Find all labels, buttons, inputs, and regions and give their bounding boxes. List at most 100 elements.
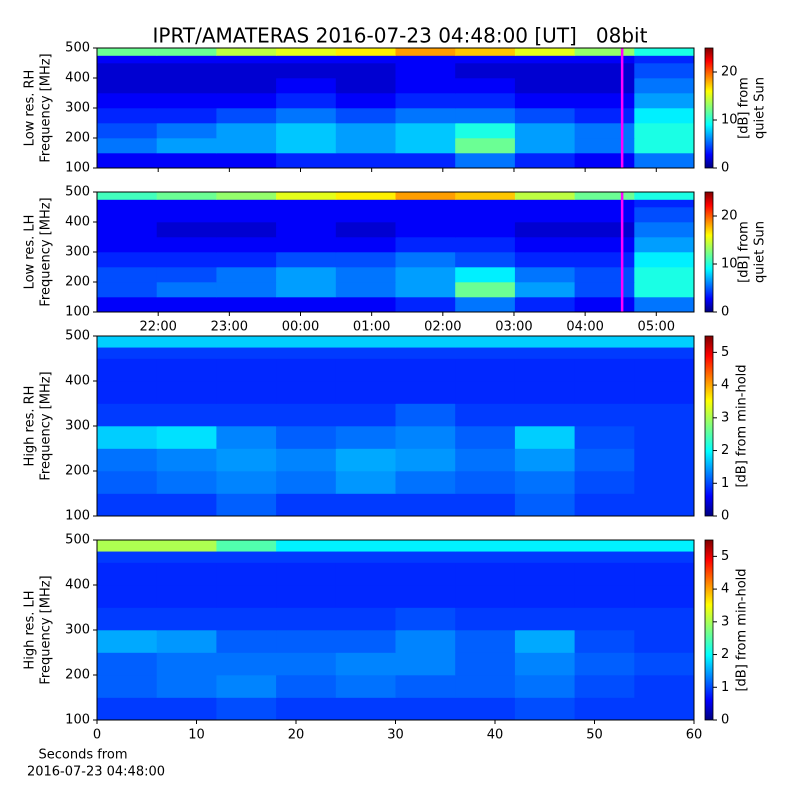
heatmap-cell bbox=[335, 347, 396, 359]
y-axis-label: High res. LH bbox=[23, 590, 38, 669]
heatmap-cell bbox=[97, 78, 158, 94]
y-tick-label: 100 bbox=[65, 161, 90, 176]
heatmap-cell bbox=[574, 153, 635, 169]
heatmap-cell bbox=[455, 471, 516, 494]
y-axis-label: Frequency [MHz] bbox=[39, 53, 54, 162]
heatmap-cell bbox=[97, 222, 158, 238]
heatmap-cell bbox=[395, 237, 456, 253]
heatmap-cell bbox=[634, 426, 695, 449]
heatmap-cell bbox=[634, 585, 695, 608]
heatmap-cell bbox=[97, 403, 158, 427]
heatmap-cell bbox=[455, 607, 516, 631]
heatmap-cell bbox=[395, 540, 456, 552]
heatmap-cell bbox=[514, 207, 576, 223]
heatmap-cell bbox=[634, 381, 695, 404]
heatmap-cell bbox=[276, 108, 337, 124]
heatmap-cell bbox=[216, 48, 277, 56]
heatmap-cell bbox=[395, 199, 456, 208]
heatmap-cell bbox=[395, 336, 456, 348]
heatmap-cell bbox=[514, 381, 576, 404]
heatmap-cell bbox=[395, 403, 456, 427]
heatmap-cell bbox=[455, 347, 516, 359]
heatmap-cell bbox=[335, 207, 396, 223]
heatmap-cell bbox=[97, 153, 158, 169]
heatmap-cell bbox=[514, 78, 576, 94]
heatmap-cell bbox=[156, 493, 217, 517]
heatmap-cell bbox=[455, 123, 516, 139]
heatmap-cell bbox=[395, 426, 456, 449]
heatmap-cell bbox=[216, 138, 277, 154]
x-tick-label: 50 bbox=[586, 728, 603, 743]
heatmap-cell bbox=[574, 448, 635, 472]
colorbar-tick-label: 4 bbox=[721, 582, 729, 597]
heatmap-cell bbox=[634, 607, 695, 631]
heatmap-cell bbox=[335, 675, 396, 698]
colorbar-tick-label: 20 bbox=[721, 209, 738, 224]
heatmap-cell bbox=[97, 55, 158, 64]
heatmap-cell bbox=[455, 93, 516, 109]
heatmap-cell bbox=[156, 652, 217, 676]
heatmap-cell bbox=[97, 697, 158, 721]
heatmap-cell bbox=[455, 297, 516, 313]
heatmap-cell bbox=[156, 55, 217, 64]
heatmap-cell bbox=[276, 551, 337, 563]
heatmap-cell bbox=[514, 138, 576, 154]
heatmap-cell bbox=[156, 630, 217, 653]
x-tick-label: 03:00 bbox=[495, 320, 532, 335]
heatmap-cell bbox=[216, 551, 277, 563]
heatmap-cell bbox=[216, 153, 277, 169]
heatmap-cell bbox=[216, 347, 277, 359]
heatmap-cell bbox=[395, 675, 456, 698]
heatmap-cell bbox=[395, 471, 456, 494]
y-tick-label: 400 bbox=[65, 71, 90, 86]
heatmap-cell bbox=[335, 108, 396, 124]
heatmap-cell bbox=[335, 123, 396, 139]
heatmap-cell bbox=[216, 540, 277, 552]
heatmap-cell bbox=[634, 93, 695, 109]
heatmap-cell bbox=[335, 55, 396, 64]
heatmap-cell bbox=[97, 336, 158, 348]
heatmap-cell bbox=[335, 282, 396, 298]
heatmap-cell bbox=[156, 252, 217, 268]
colorbar-tick-label: 10 bbox=[721, 113, 738, 128]
heatmap-cell bbox=[634, 267, 695, 283]
heatmap-cell bbox=[276, 123, 337, 139]
heatmap-cell bbox=[156, 138, 217, 154]
heatmap-cell bbox=[634, 48, 695, 56]
heatmap-cell bbox=[514, 192, 576, 200]
colorbar-label: [dB] from bbox=[737, 77, 752, 139]
x-axis-label: 2016-07-23 04:48:00 bbox=[27, 765, 165, 780]
heatmap-cell bbox=[276, 697, 337, 721]
heatmap-cell bbox=[634, 192, 695, 200]
heatmap-cell bbox=[514, 675, 576, 698]
heatmap-cell bbox=[514, 55, 576, 64]
heatmap-cell bbox=[156, 222, 217, 238]
heatmap-cell bbox=[574, 336, 635, 348]
heatmap-cell bbox=[574, 675, 635, 698]
heatmap-cell bbox=[574, 192, 635, 200]
heatmap-cell bbox=[216, 426, 277, 449]
heatmap-cell bbox=[216, 108, 277, 124]
heatmap-cell bbox=[634, 471, 695, 494]
heatmap-cell bbox=[156, 347, 217, 359]
heatmap-cell bbox=[455, 192, 516, 200]
heatmap-cell bbox=[634, 347, 695, 359]
heatmap-cell bbox=[634, 358, 695, 382]
heatmap-cell bbox=[634, 336, 695, 348]
heatmap-cell bbox=[574, 540, 635, 552]
figure-title: IPRT/AMATERAS 2016-07-23 04:48:00 [UT] 0… bbox=[153, 24, 648, 48]
x-tick-label: 0 bbox=[93, 728, 101, 743]
heatmap-cell bbox=[514, 630, 576, 653]
heatmap-cell bbox=[634, 138, 695, 154]
heatmap-cell bbox=[276, 138, 337, 154]
heatmap-cell bbox=[455, 207, 516, 223]
y-tick-label: 200 bbox=[65, 464, 90, 479]
heatmap-cell bbox=[574, 108, 635, 124]
heatmap-cell bbox=[574, 237, 635, 253]
heatmap-cell bbox=[276, 630, 337, 653]
heatmap-cell bbox=[216, 282, 277, 298]
heatmap-cell bbox=[97, 93, 158, 109]
heatmap-cell bbox=[455, 493, 516, 517]
heatmap-cell bbox=[276, 252, 337, 268]
heatmap-cell bbox=[455, 267, 516, 283]
